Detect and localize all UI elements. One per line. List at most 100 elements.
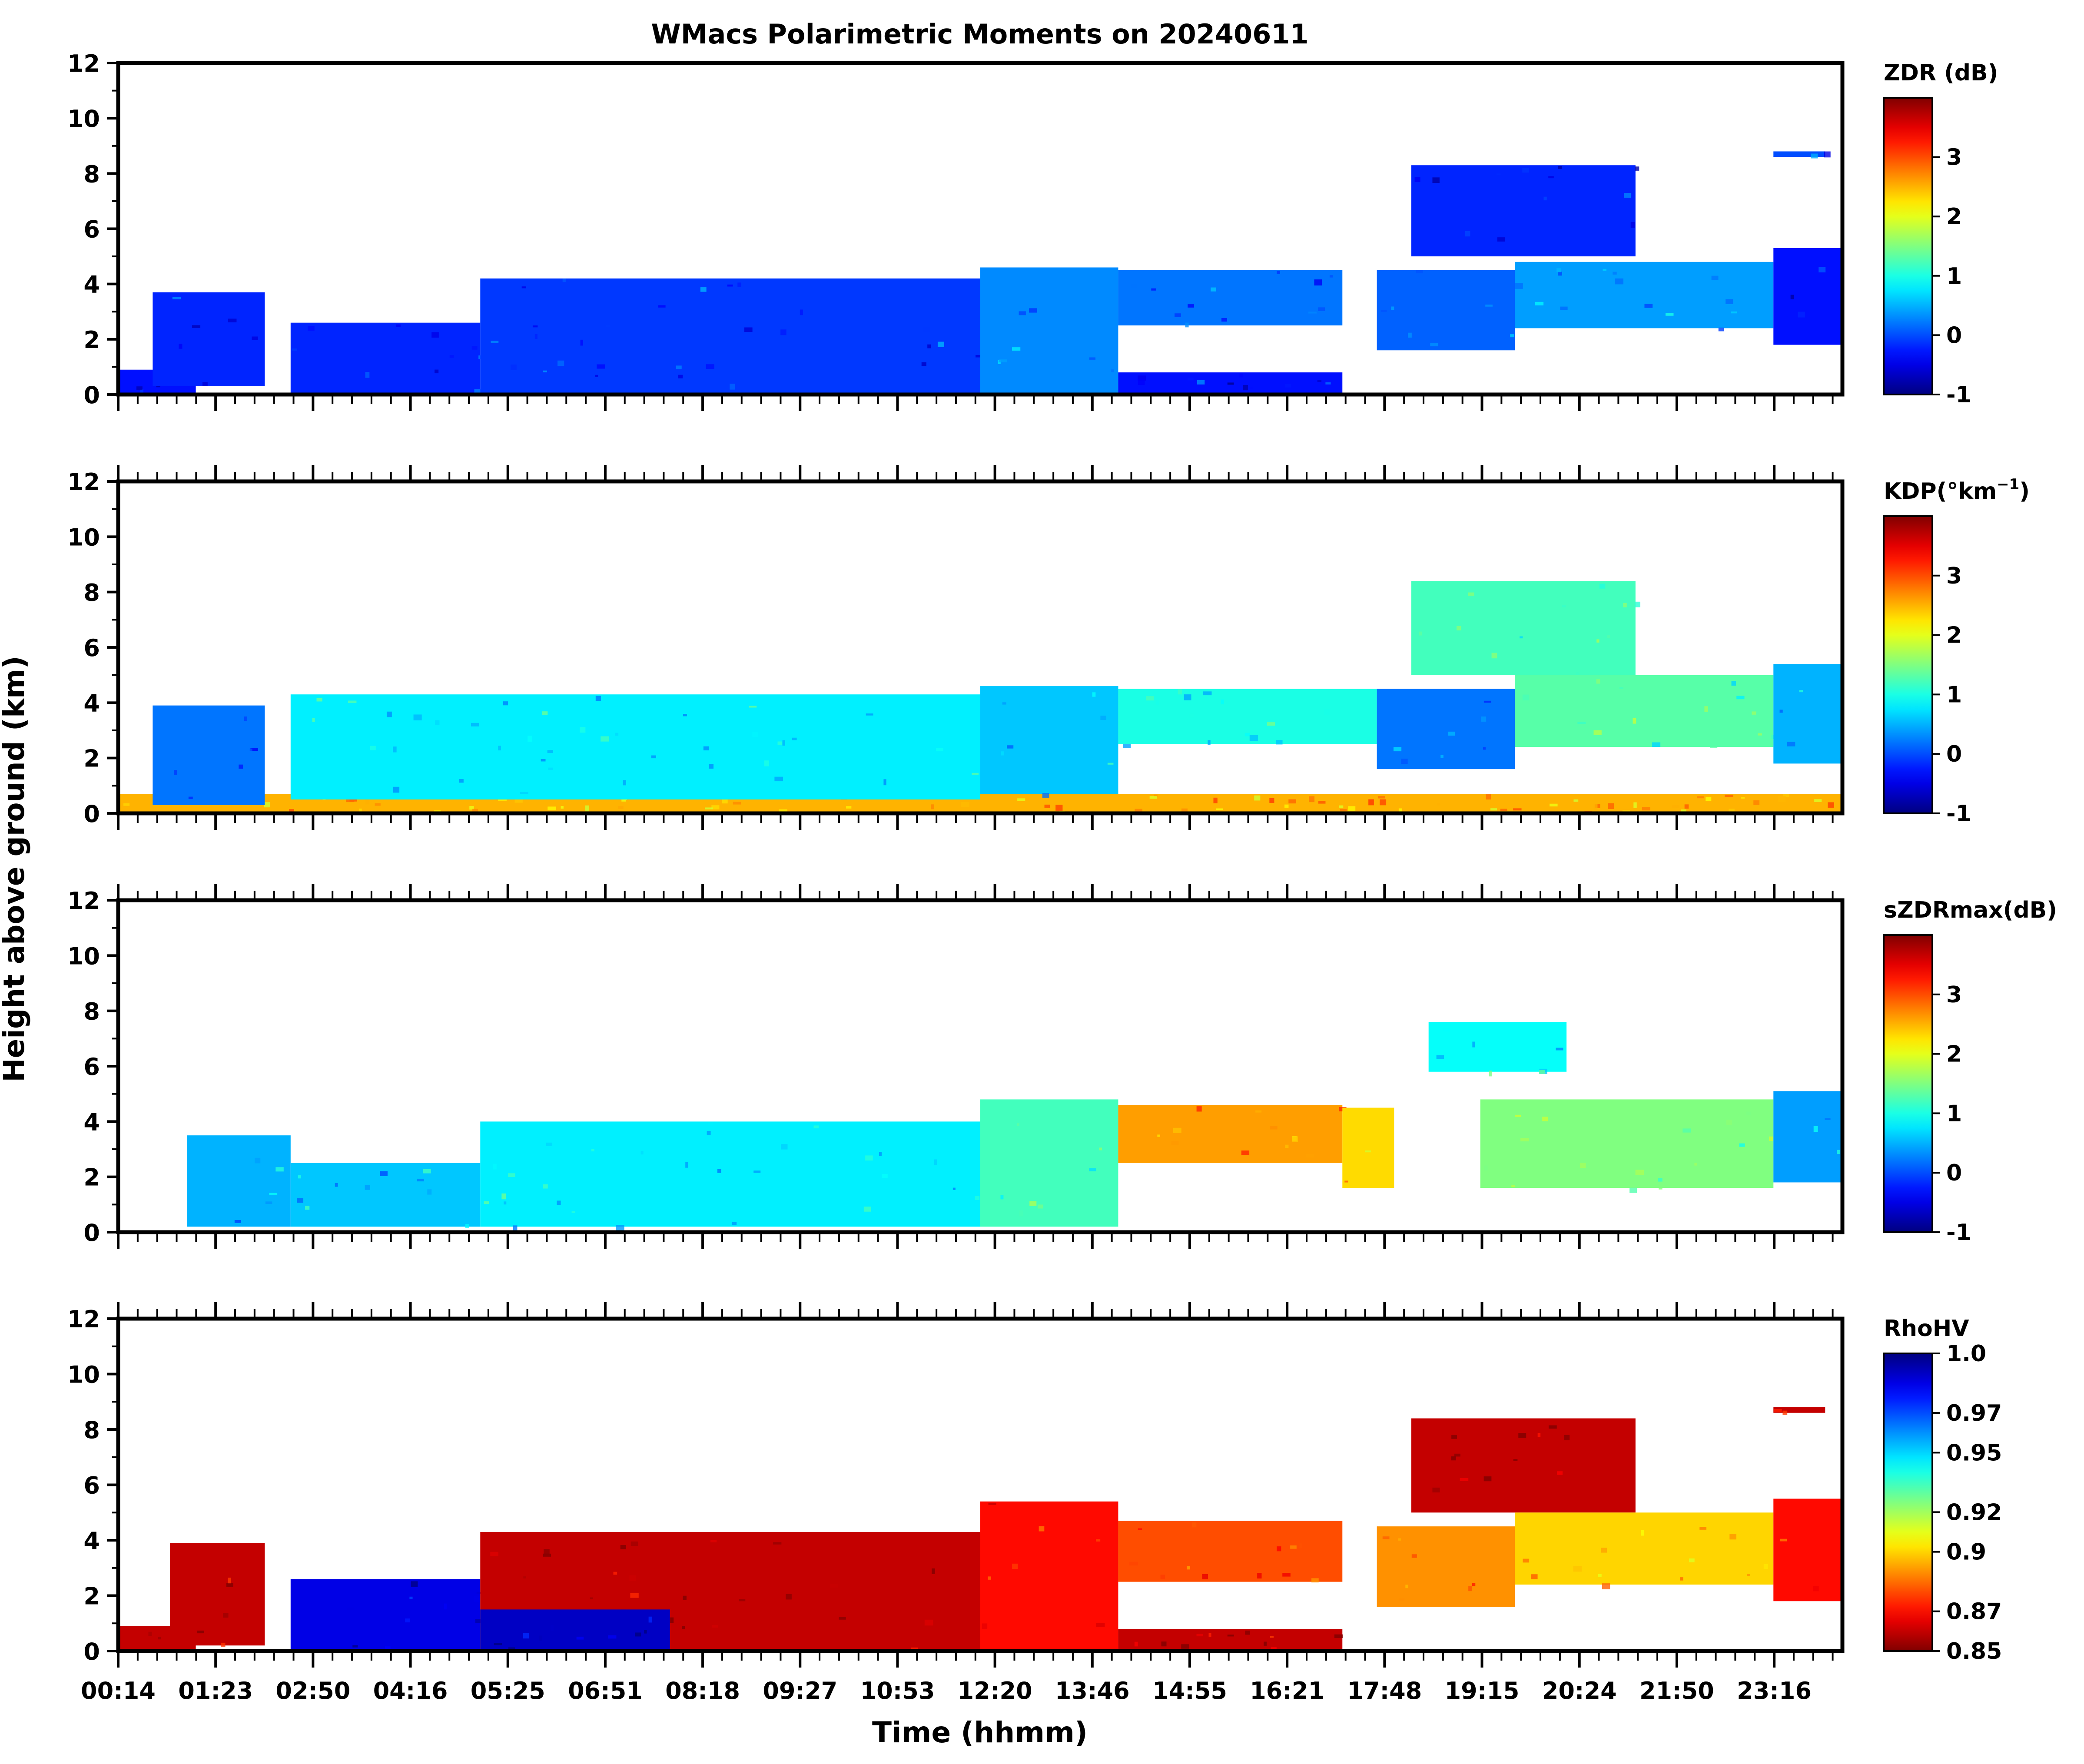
texture-streak bbox=[1436, 1055, 1444, 1059]
y-tick-label: 12 bbox=[67, 468, 100, 496]
texture-streak bbox=[1151, 288, 1156, 291]
texture-streak bbox=[1813, 1585, 1819, 1592]
figure-title: WMacs Polarimetric Moments on 20240611 bbox=[651, 18, 1308, 50]
texture-streak bbox=[1002, 702, 1006, 705]
texture-streak bbox=[427, 1189, 432, 1195]
texture-streak bbox=[1535, 302, 1544, 305]
texture-streak bbox=[1100, 716, 1106, 720]
texture-streak bbox=[1270, 1126, 1278, 1130]
texture-streak bbox=[292, 348, 298, 351]
texture-streak bbox=[298, 1175, 301, 1179]
texture-streak bbox=[863, 1207, 871, 1212]
texture-streak bbox=[228, 1578, 231, 1584]
texture-streak bbox=[1635, 166, 1639, 171]
texture-streak bbox=[1257, 1573, 1262, 1579]
texture-streak bbox=[1706, 797, 1712, 801]
texture-streak bbox=[1178, 689, 1182, 695]
texture-streak bbox=[508, 1647, 515, 1650]
texture-streak bbox=[1593, 730, 1602, 735]
texture-streak bbox=[752, 732, 759, 737]
texture-streak bbox=[1000, 1195, 1004, 1200]
texture-streak bbox=[1629, 1187, 1637, 1193]
texture-streak bbox=[1515, 1114, 1521, 1117]
texture-streak bbox=[1485, 304, 1493, 307]
texture-streak bbox=[1599, 584, 1606, 589]
texture-streak bbox=[1380, 310, 1387, 312]
texture-streak bbox=[781, 1144, 788, 1150]
texture-streak bbox=[988, 1502, 996, 1505]
texture-streak bbox=[730, 384, 735, 390]
texture-streak bbox=[1615, 278, 1624, 285]
texture-streak bbox=[1188, 304, 1195, 308]
texture-streak bbox=[202, 382, 208, 386]
texture-streak bbox=[1451, 1456, 1456, 1461]
texture-streak bbox=[1556, 1048, 1563, 1051]
texture-streak bbox=[179, 344, 183, 349]
texture-streak bbox=[221, 1642, 226, 1647]
colorbar-tick-label: 2 bbox=[1946, 1041, 1962, 1068]
texture-streak bbox=[1635, 1170, 1644, 1175]
texture-streak bbox=[744, 327, 753, 332]
cloud-layers bbox=[118, 151, 1842, 395]
texture-streak bbox=[1486, 794, 1491, 800]
texture-streak bbox=[1254, 795, 1261, 801]
texture-streak bbox=[1398, 808, 1402, 813]
texture-streak bbox=[1779, 1539, 1787, 1542]
texture-streak bbox=[1196, 1634, 1203, 1637]
texture-streak bbox=[1270, 1635, 1274, 1638]
texture-streak bbox=[1135, 809, 1143, 813]
texture-streak bbox=[616, 1225, 624, 1230]
texture-streak bbox=[1416, 270, 1423, 274]
texture-streak bbox=[961, 802, 969, 807]
texture-streak bbox=[1007, 745, 1014, 749]
texture-streak bbox=[712, 1625, 718, 1628]
texture-streak bbox=[1039, 1526, 1045, 1532]
colorbar-tick-label: 0 bbox=[1946, 1160, 1962, 1186]
texture-streak bbox=[174, 770, 177, 775]
texture-streak bbox=[1187, 378, 1194, 381]
texture-streak bbox=[188, 796, 193, 799]
texture-streak bbox=[1393, 747, 1402, 752]
cloud-layer bbox=[1773, 1091, 1842, 1183]
texture-streak bbox=[1607, 635, 1610, 639]
texture-streak bbox=[1746, 1111, 1751, 1115]
texture-streak bbox=[501, 1193, 506, 1200]
texture-streak bbox=[911, 1647, 918, 1650]
texture-streak bbox=[590, 1597, 593, 1600]
texture-streak bbox=[1752, 711, 1756, 715]
colorbar-label: RhoHV bbox=[1884, 1316, 1969, 1342]
texture-streak bbox=[676, 365, 682, 369]
texture-streak bbox=[1490, 808, 1497, 811]
texture-streak bbox=[484, 1201, 489, 1204]
texture-streak bbox=[1171, 1141, 1179, 1145]
y-tick-label: 8 bbox=[83, 1416, 100, 1444]
texture-streak bbox=[705, 807, 713, 809]
colorbar-tick-label: 1 bbox=[1946, 1101, 1962, 1127]
texture-streak bbox=[523, 1633, 529, 1639]
texture-streak bbox=[682, 1626, 685, 1629]
texture-streak bbox=[1012, 347, 1021, 351]
texture-streak bbox=[620, 1545, 627, 1549]
texture-streak bbox=[1497, 173, 1501, 176]
texture-streak bbox=[228, 318, 237, 322]
texture-streak bbox=[1055, 805, 1063, 811]
y-tick-label: 6 bbox=[83, 634, 100, 662]
texture-streak bbox=[234, 1220, 241, 1223]
texture-streak bbox=[1814, 799, 1822, 802]
texture-streak bbox=[471, 723, 479, 727]
texture-streak bbox=[1577, 722, 1586, 724]
texture-streak bbox=[528, 736, 532, 742]
texture-streak bbox=[198, 809, 202, 813]
texture-streak bbox=[975, 1196, 980, 1200]
texture-streak bbox=[148, 1631, 152, 1636]
x-tick-label: 16:21 bbox=[1250, 1677, 1324, 1704]
texture-streak bbox=[192, 325, 201, 328]
texture-streak bbox=[1267, 722, 1275, 726]
texture-streak bbox=[1522, 694, 1530, 701]
colorbar-tick-label: 0.97 bbox=[1946, 1400, 2002, 1426]
texture-streak bbox=[1753, 800, 1760, 806]
texture-streak bbox=[1244, 733, 1250, 736]
cloud-layers bbox=[187, 1022, 1842, 1230]
texture-streak bbox=[1725, 794, 1733, 797]
y-tick-label: 6 bbox=[83, 216, 100, 243]
